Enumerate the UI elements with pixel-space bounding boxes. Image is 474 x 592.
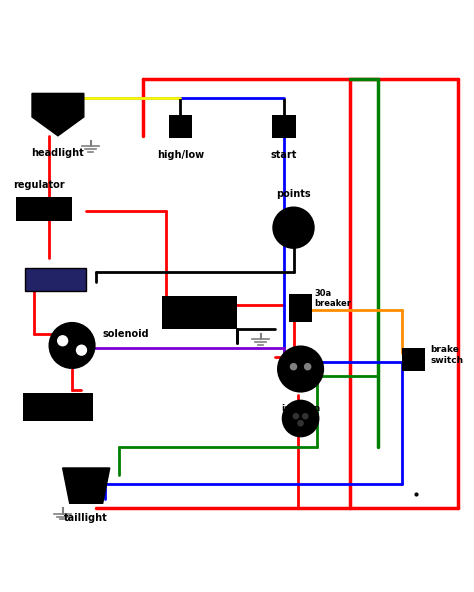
Circle shape bbox=[76, 345, 87, 356]
Circle shape bbox=[48, 322, 96, 369]
Bar bbox=[402, 348, 426, 371]
Bar bbox=[23, 392, 93, 421]
Text: -: - bbox=[222, 293, 228, 308]
Text: points: points bbox=[276, 189, 311, 200]
Circle shape bbox=[297, 420, 304, 426]
Text: B  L: B L bbox=[289, 371, 303, 377]
Circle shape bbox=[272, 207, 315, 249]
Bar bbox=[289, 294, 312, 322]
Text: solenoid: solenoid bbox=[103, 329, 149, 339]
Text: taillight: taillight bbox=[64, 513, 108, 523]
Bar bbox=[25, 268, 86, 291]
Text: brake
switch: brake switch bbox=[430, 345, 463, 365]
Bar bbox=[169, 115, 192, 138]
Polygon shape bbox=[32, 94, 84, 136]
Circle shape bbox=[304, 363, 311, 371]
Bar bbox=[162, 296, 237, 329]
Text: + coil: + coil bbox=[54, 275, 81, 284]
Bar bbox=[272, 115, 296, 138]
Circle shape bbox=[57, 335, 68, 346]
Text: starter: starter bbox=[39, 402, 77, 411]
Circle shape bbox=[277, 346, 324, 392]
Circle shape bbox=[292, 413, 299, 420]
Text: start: start bbox=[271, 150, 297, 160]
Circle shape bbox=[302, 413, 309, 420]
Bar bbox=[16, 197, 72, 221]
Polygon shape bbox=[63, 468, 110, 503]
Text: regulator: regulator bbox=[13, 180, 65, 190]
Text: high/low: high/low bbox=[157, 150, 204, 160]
Circle shape bbox=[282, 400, 319, 437]
Text: ignition
switch: ignition switch bbox=[281, 404, 320, 424]
Text: +: + bbox=[173, 294, 183, 307]
Text: + battery: + battery bbox=[180, 308, 228, 317]
Circle shape bbox=[290, 363, 297, 371]
Text: headlight: headlight bbox=[32, 147, 84, 157]
Text: 30a
breaker: 30a breaker bbox=[315, 289, 352, 308]
